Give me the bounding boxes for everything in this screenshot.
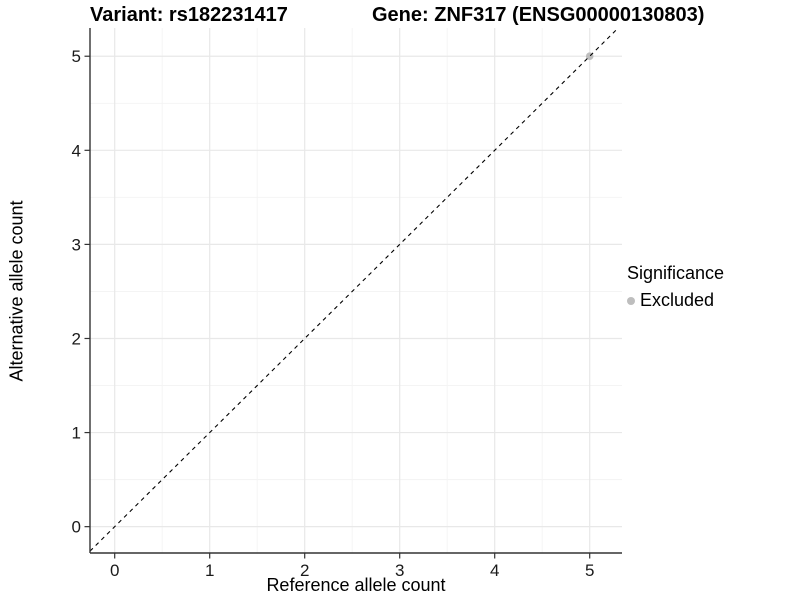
grid-minor bbox=[90, 28, 622, 553]
legend: Significance Excluded bbox=[627, 263, 724, 311]
plot-title-gene: Gene: ZNF317 (ENSG00000130803) bbox=[372, 4, 705, 26]
x-tick-label: 5 bbox=[585, 561, 594, 580]
x-tick-label: 0 bbox=[110, 561, 119, 580]
legend-item-label: Excluded bbox=[640, 290, 715, 310]
y-tick-label: 5 bbox=[72, 47, 81, 66]
grid-major bbox=[90, 28, 622, 553]
x-tick-label: 2 bbox=[300, 561, 309, 580]
y-axis-ticks: 0 1 2 3 4 5 bbox=[72, 47, 90, 537]
legend-title: Significance bbox=[627, 263, 725, 283]
legend-point-icon bbox=[627, 296, 635, 305]
y-tick-label: 1 bbox=[72, 424, 81, 443]
y-tick-label: 3 bbox=[72, 235, 81, 254]
y-tick-label: 2 bbox=[72, 329, 81, 348]
x-axis-ticks: 0 1 2 3 4 5 bbox=[110, 553, 594, 580]
y-tick-label: 4 bbox=[72, 141, 81, 160]
identity-reference-line bbox=[89, 27, 619, 552]
plot-title-variant: Variant: rs182231417 bbox=[90, 4, 288, 26]
x-tick-label: 4 bbox=[490, 561, 499, 580]
legend-item-excluded: Excluded bbox=[627, 290, 724, 311]
y-axis-label: Alternative allele count bbox=[6, 200, 27, 382]
axis-lines bbox=[89, 28, 622, 554]
x-axis-label: Reference allele count bbox=[266, 575, 446, 595]
x-tick-label: 3 bbox=[395, 561, 404, 580]
reference-line-layer bbox=[89, 27, 619, 552]
x-tick-label: 1 bbox=[205, 561, 214, 580]
y-tick-label: 0 bbox=[72, 518, 81, 537]
